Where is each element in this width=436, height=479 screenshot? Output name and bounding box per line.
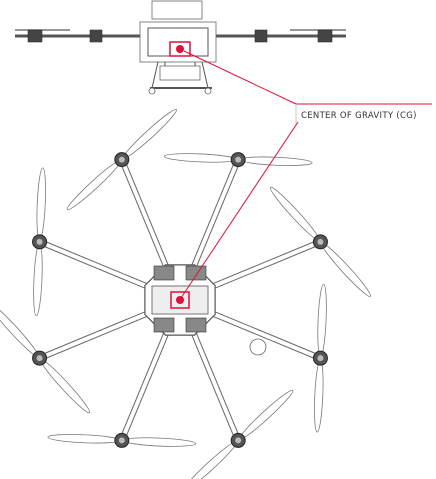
prop-blade — [36, 167, 46, 241]
arm-inner — [38, 309, 154, 361]
prop-blade — [33, 243, 43, 317]
esc-block — [185, 317, 207, 333]
prop-blade — [47, 434, 121, 444]
cg-box-side — [169, 41, 191, 57]
arm-inner — [189, 158, 241, 274]
foot — [148, 87, 156, 95]
foot — [204, 87, 212, 95]
landing-leg — [201, 61, 209, 89]
cg-box — [170, 291, 190, 309]
motor-hub — [317, 355, 324, 362]
prop-blade — [269, 186, 320, 241]
arm-inner — [119, 326, 171, 442]
landing-leg — [151, 61, 159, 89]
prop-blade — [321, 242, 372, 297]
prop-blade — [123, 437, 197, 447]
prop-blade — [314, 359, 324, 433]
motor-hub — [118, 437, 125, 444]
arm-inner — [206, 239, 322, 291]
motor — [27, 29, 43, 43]
esc-block — [153, 265, 175, 281]
motor-hub — [235, 437, 242, 444]
motor-hub — [235, 156, 242, 163]
gps — [249, 338, 267, 356]
monitor — [151, 0, 203, 20]
esc-block — [153, 317, 175, 333]
callout: CENTER OF GRAVITY (CG) — [180, 50, 432, 299]
arm-inner — [189, 326, 241, 442]
motor-hub — [118, 156, 125, 163]
motor — [254, 29, 268, 43]
motor-hub — [36, 355, 43, 362]
cg-marker-side — [176, 45, 184, 53]
leader-line — [183, 50, 297, 105]
prop-blade — [239, 156, 313, 166]
side-view — [15, 0, 346, 95]
arm-inner — [38, 239, 154, 291]
motor — [89, 29, 103, 43]
cg-label: CENTER OF GRAVITY (CG) — [301, 111, 417, 121]
prop-blade — [40, 359, 91, 414]
prop-blade — [239, 389, 294, 440]
prop-blade — [163, 153, 237, 163]
prop-blade — [66, 160, 121, 211]
camera — [159, 65, 201, 81]
cg-marker — [176, 296, 184, 304]
motor-hub — [317, 238, 324, 245]
motor — [317, 29, 333, 43]
prop-blade — [122, 108, 177, 159]
motor-hub — [36, 238, 43, 245]
arm-inner — [119, 158, 171, 274]
esc-block — [185, 265, 207, 281]
prop-blade — [317, 283, 327, 357]
leader-line — [180, 121, 299, 299]
top-view — [0, 108, 372, 479]
arm-inner — [206, 309, 322, 361]
